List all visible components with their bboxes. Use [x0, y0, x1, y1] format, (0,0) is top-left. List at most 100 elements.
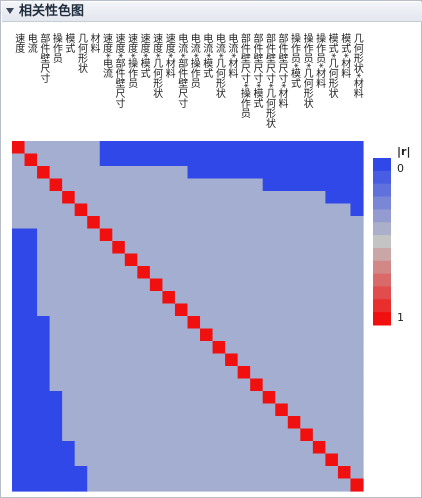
heatmap-cell	[287, 466, 301, 480]
heatmap-cell	[325, 466, 339, 480]
heatmap-cell	[37, 253, 51, 267]
heatmap-cell	[250, 303, 264, 317]
heatmap-cell	[187, 441, 201, 455]
heatmap-cell	[287, 203, 301, 217]
heatmap-cell	[24, 153, 38, 167]
heatmap-cell	[225, 441, 239, 455]
heatmap-cell	[300, 403, 314, 417]
heatmap-cell	[112, 453, 126, 467]
heatmap-cell	[200, 453, 214, 467]
heatmap-cell	[212, 216, 226, 230]
heatmap-cell	[312, 353, 326, 367]
heatmap-cell	[149, 166, 164, 180]
heatmap-cell	[49, 303, 63, 317]
heatmap-cell	[124, 328, 138, 342]
heatmap-cell	[350, 478, 364, 492]
heatmap-cell	[212, 428, 226, 442]
heatmap-cell	[312, 328, 326, 342]
heatmap-cell	[174, 341, 189, 355]
heatmap-cell	[225, 328, 239, 342]
heatmap-cell	[174, 466, 189, 480]
heatmap-cell	[124, 428, 138, 442]
heatmap-cell	[74, 478, 88, 492]
heatmap-cell	[250, 203, 264, 217]
heatmap-cell	[137, 253, 151, 267]
heatmap-cell	[262, 253, 276, 267]
heatmap-cell	[149, 253, 164, 267]
column-label: 电流*材料	[226, 32, 238, 79]
heatmap-cell	[250, 228, 264, 242]
heatmap-cell	[12, 166, 26, 180]
heatmap-cell	[12, 441, 26, 455]
heatmap-cell	[200, 416, 214, 430]
heatmap-cell	[325, 353, 339, 367]
heatmap-cell	[237, 403, 251, 417]
heatmap-cell	[174, 391, 189, 405]
heatmap-cell	[275, 353, 289, 367]
heatmap-cell	[149, 353, 164, 367]
heatmap-cell	[149, 428, 164, 442]
heatmap-cell	[149, 141, 164, 155]
heatmap-cell	[62, 241, 76, 255]
heatmap-cell	[237, 303, 251, 317]
heatmap-cell	[325, 178, 339, 192]
disclosure-toggle-icon[interactable]	[6, 8, 14, 14]
heatmap-cell	[250, 153, 264, 167]
heatmap-cell	[124, 266, 138, 280]
heatmap-cell	[99, 166, 113, 180]
heatmap-cell	[250, 378, 264, 392]
heatmap-cell	[225, 191, 239, 205]
heatmap-cell	[187, 228, 201, 242]
heatmap-cell	[174, 328, 189, 342]
heatmap-cell	[24, 241, 38, 255]
heatmap-cell	[87, 153, 101, 167]
heatmap-cell	[237, 178, 251, 192]
heatmap-cell	[112, 328, 126, 342]
heatmap-cell	[87, 253, 101, 267]
heatmap-cell	[112, 316, 126, 330]
column-label: 操作员*材料	[314, 32, 326, 89]
heatmap-cell	[124, 241, 138, 255]
heatmap-cell	[337, 391, 352, 405]
heatmap-cell	[99, 141, 113, 155]
heatmap-cell	[162, 291, 176, 305]
heatmap-cell	[49, 228, 63, 242]
heatmap-cell	[162, 441, 176, 455]
heatmap-cell	[200, 478, 214, 492]
heatmap-cell	[200, 303, 214, 317]
column-labels: 速度 电流 部件壁尺寸 操作员 模式 几何形状 材料 速度*电流 速度*部件壁尺寸 速度*操作员速…	[13, 32, 363, 128]
heatmap-cell	[312, 341, 326, 355]
heatmap-cell	[237, 441, 251, 455]
heatmap-cell	[87, 241, 101, 255]
column-label: 材料	[88, 32, 100, 54]
heatmap-cell	[312, 228, 326, 242]
heatmap-cell	[174, 178, 189, 192]
heatmap-cell	[174, 241, 189, 255]
heatmap-cell	[225, 353, 239, 367]
heatmap-cell	[187, 478, 201, 492]
heatmap-cell	[250, 428, 264, 442]
heatmap-cell	[74, 391, 88, 405]
heatmap-cell	[350, 203, 364, 217]
heatmap-cell	[212, 228, 226, 242]
heatmap-cell	[24, 416, 38, 430]
heatmap-cell	[200, 378, 214, 392]
heatmap-cell	[74, 253, 88, 267]
heatmap-cell	[49, 441, 63, 455]
heatmap-cell	[149, 228, 164, 242]
heatmap-cell	[74, 328, 88, 342]
heatmap-cell	[200, 141, 214, 155]
heatmap-cell	[12, 366, 26, 380]
heatmap-cell	[325, 453, 339, 467]
heatmap-cell	[112, 203, 126, 217]
heatmap-cell	[262, 203, 276, 217]
heatmap-cell	[49, 378, 63, 392]
heatmap-cell	[37, 466, 51, 480]
heatmap-cell	[337, 178, 352, 192]
heatmap-cell	[37, 291, 51, 305]
column-label: 速度*操作员	[126, 33, 138, 89]
heatmap-cell	[149, 266, 164, 280]
heatmap-cell	[200, 166, 214, 180]
heatmap-cell	[237, 316, 251, 330]
heatmap-cell	[200, 153, 214, 167]
